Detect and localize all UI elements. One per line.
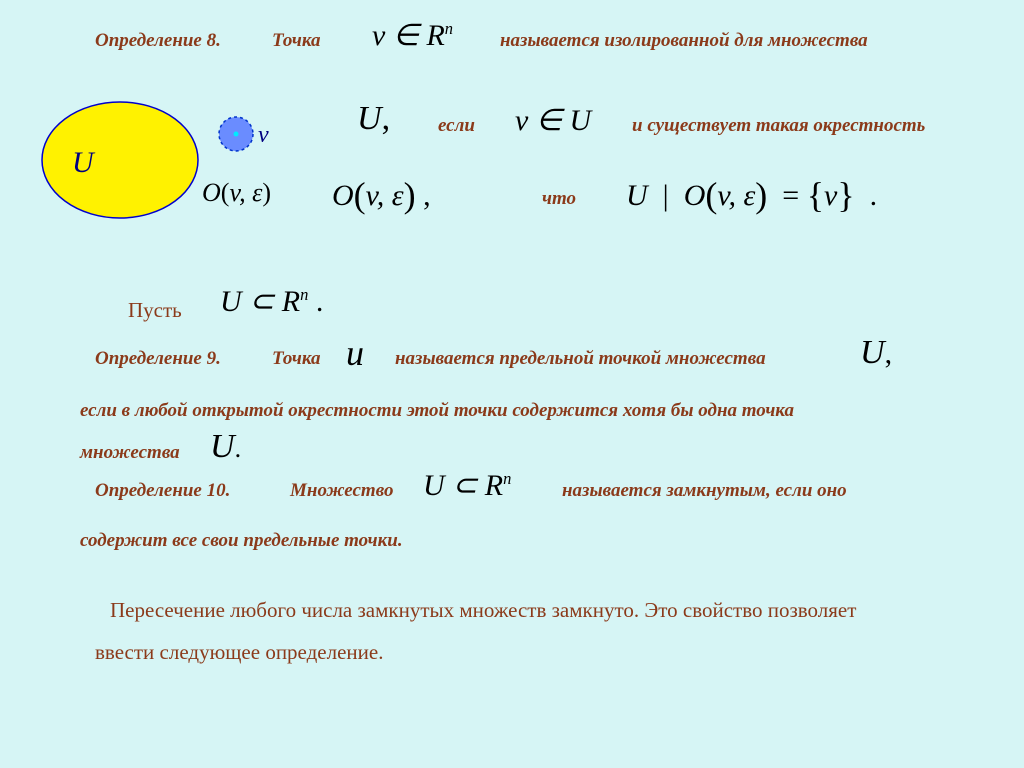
def9-u: u bbox=[346, 332, 364, 374]
line3-eq: U | O(v, ε) = {v} . bbox=[626, 172, 877, 214]
def9-line2: если в любой открытой окрестности этой т… bbox=[80, 400, 794, 422]
diagram-svg: U v bbox=[0, 0, 300, 260]
def9-mid: называется предельной точкой множества bbox=[395, 348, 766, 370]
big-ellipse-label: U bbox=[72, 146, 96, 179]
def9-label: Определение 9. bbox=[95, 348, 221, 370]
def10-line2: содержит все свои предельные точки. bbox=[80, 530, 403, 552]
def8-tail: называется изолированной для множества bbox=[500, 30, 868, 52]
def10-tail: называется замкнутым, если оно bbox=[562, 480, 847, 502]
line2-U: U, bbox=[357, 100, 390, 138]
line2-esli: если bbox=[438, 115, 475, 137]
line3-O2: O(v, ε) , bbox=[332, 172, 431, 214]
def8-expr: v ∈ Rn bbox=[372, 18, 453, 53]
closing-line1: Пересечение любого числа замкнутых множе… bbox=[110, 598, 856, 623]
def9-line3-U: U. bbox=[210, 428, 241, 466]
pust-label: Пусть bbox=[128, 298, 182, 323]
small-circle-label: v bbox=[258, 122, 269, 148]
def10-mn: Множество bbox=[290, 480, 393, 502]
def10-expr: U ⊂ Rn bbox=[423, 468, 511, 503]
big-ellipse bbox=[42, 102, 198, 218]
line3-O1: O(v, ε) bbox=[202, 178, 271, 208]
def9-tochka: Точка bbox=[272, 348, 321, 370]
closing-line2: ввести следующее определение. bbox=[95, 640, 383, 665]
line2-tail: и существует такая окрестность bbox=[632, 115, 925, 137]
def9-U: U, bbox=[860, 334, 892, 372]
small-circle-dot bbox=[234, 132, 239, 137]
line2-vinU: v ∈ U bbox=[515, 103, 591, 138]
def10-label: Определение 10. bbox=[95, 480, 230, 502]
def9-line3-pre: множества bbox=[80, 442, 180, 464]
pust-expr: U ⊂ Rn . bbox=[220, 284, 323, 319]
line3-chto: что bbox=[542, 188, 576, 210]
